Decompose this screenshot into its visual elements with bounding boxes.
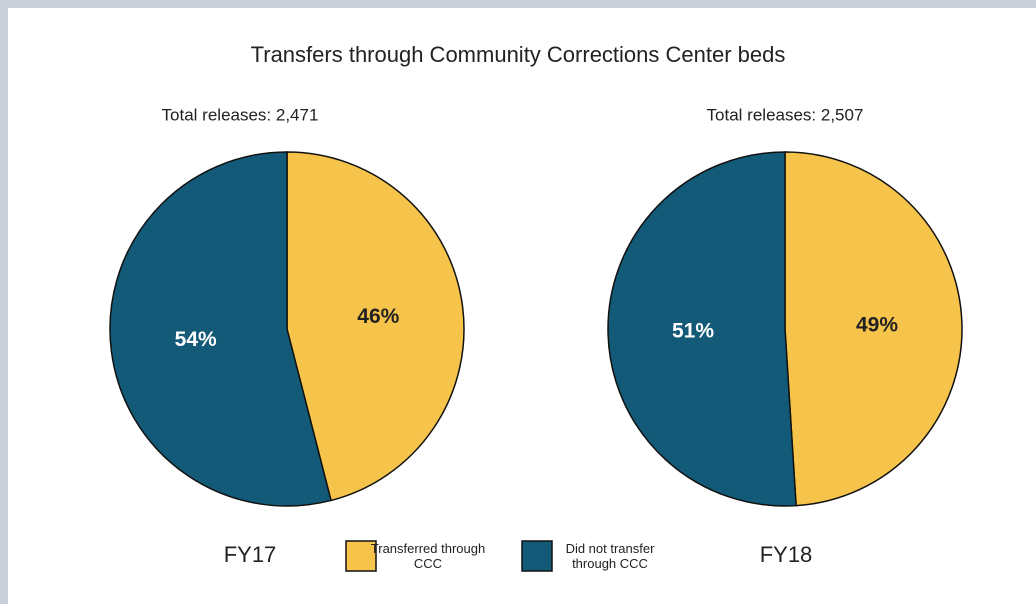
pie-slice [109, 151, 332, 507]
pie-slice [607, 151, 797, 507]
pie-name: FY17 [224, 542, 277, 567]
chart-title: Transfers through Community Corrections … [251, 42, 786, 67]
legend-swatch [345, 540, 377, 572]
legend-label: Transferred through CCC [370, 541, 486, 571]
pie-slice [286, 151, 465, 502]
slice-label: 49% [856, 314, 898, 337]
pie-name: FY18 [760, 542, 813, 567]
slice-label: 46% [357, 305, 399, 328]
legend-label: Did not transfer through CCC [565, 541, 655, 571]
pie-subtitle: Total releases: 2,471 [162, 105, 319, 124]
legend-swatch [521, 540, 553, 572]
slice-label: 51% [672, 319, 714, 342]
slice-label: 54% [175, 328, 217, 351]
pie-subtitle: Total releases: 2,507 [707, 105, 864, 124]
pie-slice [784, 151, 963, 507]
